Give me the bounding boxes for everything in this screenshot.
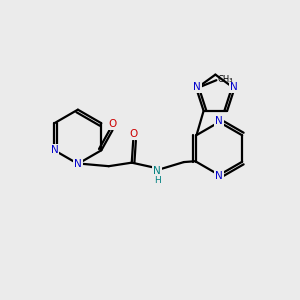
Text: N: N [215,171,223,181]
Text: N: N [215,116,223,126]
Text: O: O [108,119,117,129]
Text: N: N [230,82,238,92]
Text: N: N [50,145,58,155]
Text: N: N [153,166,161,176]
Text: CH₃: CH₃ [218,74,233,83]
Text: N: N [193,82,201,92]
Text: H: H [154,176,160,185]
Text: O: O [129,129,137,139]
Text: N: N [74,159,82,169]
